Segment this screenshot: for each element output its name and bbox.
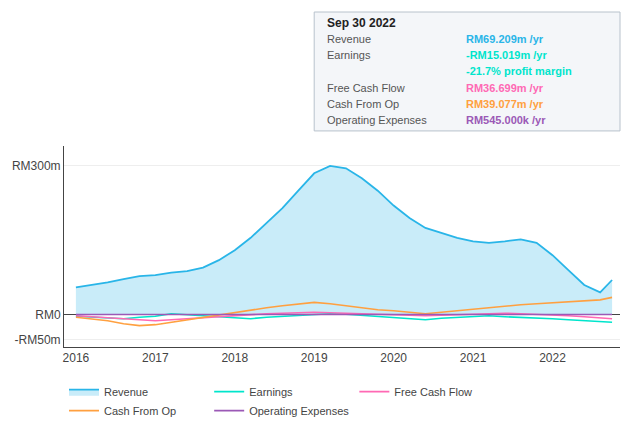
svg-text:RM0: RM0 (35, 308, 61, 322)
svg-text:RM300m: RM300m (12, 159, 61, 173)
svg-text:Revenue: Revenue (327, 33, 371, 45)
svg-text:2021: 2021 (460, 351, 487, 365)
svg-text:-RM50m: -RM50m (15, 333, 61, 347)
svg-text:Cash From Op: Cash From Op (327, 98, 399, 110)
svg-text:RM39.077m /yr: RM39.077m /yr (466, 98, 544, 110)
svg-text:-21.7% profit margin: -21.7% profit margin (466, 65, 572, 77)
svg-text:2018: 2018 (221, 351, 248, 365)
svg-text:RM545.000k /yr: RM545.000k /yr (466, 114, 546, 126)
svg-text:Operating Expenses: Operating Expenses (327, 114, 427, 126)
svg-text:Revenue: Revenue (104, 386, 148, 398)
svg-text:Free Cash Flow: Free Cash Flow (394, 386, 472, 398)
svg-text:2022: 2022 (539, 351, 566, 365)
svg-text:2016: 2016 (63, 351, 90, 365)
svg-text:Cash From Op: Cash From Op (104, 405, 176, 417)
svg-text:-RM15.019m /yr: -RM15.019m /yr (466, 49, 547, 61)
svg-text:Sep 30 2022: Sep 30 2022 (327, 16, 396, 30)
svg-text:Earnings: Earnings (249, 386, 293, 398)
svg-text:2020: 2020 (380, 351, 407, 365)
svg-text:RM69.209m /yr: RM69.209m /yr (466, 33, 544, 45)
svg-text:RM36.699m /yr: RM36.699m /yr (466, 82, 544, 94)
svg-text:2019: 2019 (301, 351, 328, 365)
svg-text:Operating Expenses: Operating Expenses (249, 405, 349, 417)
svg-text:Earnings: Earnings (327, 49, 371, 61)
svg-text:2017: 2017 (142, 351, 169, 365)
svg-text:Free Cash Flow: Free Cash Flow (327, 82, 405, 94)
